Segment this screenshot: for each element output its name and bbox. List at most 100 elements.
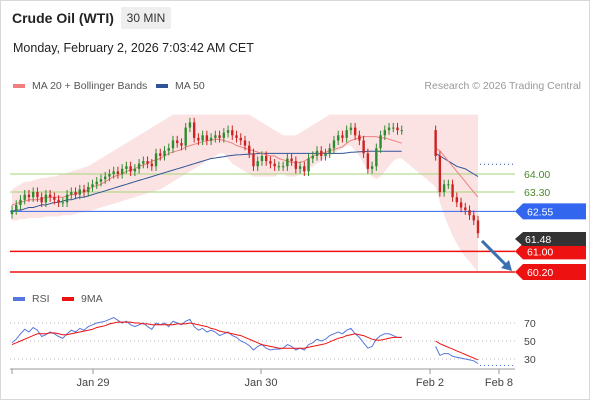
candle-body bbox=[209, 137, 213, 141]
candle-body bbox=[277, 166, 281, 168]
candle-body bbox=[197, 137, 200, 141]
candle-body bbox=[44, 194, 48, 203]
level-badge bbox=[515, 264, 586, 280]
candle-body bbox=[27, 194, 31, 198]
ma20-swatch bbox=[13, 84, 25, 88]
ma50-label: MA 50 bbox=[175, 80, 205, 92]
candle-body bbox=[19, 199, 22, 205]
rsi-ma-line bbox=[11, 321, 402, 349]
x-tick-label: Jan 30 bbox=[244, 377, 277, 389]
legend-rsi-ma: 9MA bbox=[62, 293, 103, 305]
candle-body bbox=[48, 194, 52, 198]
candle-body bbox=[129, 166, 132, 172]
x-tick-label: Feb 2 bbox=[416, 377, 444, 389]
candle-body bbox=[10, 210, 14, 214]
timeframe-badge[interactable]: 30 MIN bbox=[121, 7, 171, 29]
level-label: 63.30 bbox=[524, 187, 550, 199]
candle-body bbox=[281, 166, 285, 168]
candle-body bbox=[434, 130, 437, 156]
candle-body bbox=[366, 153, 370, 169]
level-label: 62.55 bbox=[527, 206, 553, 218]
candle-body bbox=[286, 158, 289, 167]
level-label: 60.20 bbox=[527, 267, 553, 279]
candle-body bbox=[243, 140, 247, 146]
candle-body bbox=[328, 148, 331, 154]
last-price-badge bbox=[515, 231, 586, 246]
rsi-tick-label: 30 bbox=[524, 354, 536, 366]
candle-body bbox=[235, 135, 238, 138]
candle-body bbox=[154, 153, 158, 167]
x-tick-label: Jan 29 bbox=[76, 377, 109, 389]
candle-body bbox=[400, 130, 403, 132]
candle-body bbox=[218, 135, 221, 138]
candle-body bbox=[61, 202, 65, 204]
candle-body bbox=[104, 176, 107, 180]
candle-body bbox=[349, 127, 353, 131]
rsi-ma-line bbox=[435, 340, 479, 361]
candle-body bbox=[125, 166, 128, 169]
level-badge bbox=[515, 243, 586, 260]
candle-body bbox=[91, 184, 94, 187]
candle-body bbox=[307, 158, 310, 172]
candle-body bbox=[222, 132, 226, 138]
candle-body bbox=[392, 127, 395, 129]
candle-body bbox=[192, 122, 196, 138]
x-tick-label: Feb 8 bbox=[485, 377, 513, 389]
candle-body bbox=[447, 184, 450, 186]
candle-body bbox=[324, 153, 327, 156]
candle-body bbox=[438, 155, 442, 193]
candle-body bbox=[248, 145, 251, 154]
rsi-swatch bbox=[13, 297, 25, 301]
candle-body bbox=[163, 150, 166, 156]
candle-body bbox=[396, 127, 399, 131]
candle-body bbox=[201, 135, 204, 141]
candle-body bbox=[137, 163, 141, 169]
candle-body bbox=[74, 192, 77, 195]
candle-body bbox=[252, 153, 255, 167]
candle-body bbox=[260, 155, 264, 162]
ma50-line bbox=[11, 150, 402, 212]
candle-body bbox=[298, 166, 302, 169]
candle-body bbox=[146, 161, 149, 164]
candle-body bbox=[264, 155, 268, 162]
candle-body bbox=[320, 150, 323, 156]
rsi-ma-swatch bbox=[62, 297, 74, 301]
candle-body bbox=[15, 204, 18, 211]
candle-body bbox=[231, 130, 234, 136]
candle-body bbox=[57, 199, 60, 203]
candle-body bbox=[120, 168, 124, 174]
rsi-line bbox=[435, 346, 479, 364]
candle-body bbox=[95, 181, 98, 185]
candle-body bbox=[455, 197, 459, 203]
level-label: 64.00 bbox=[524, 169, 550, 181]
candle-body bbox=[337, 135, 340, 141]
ma20-line bbox=[435, 147, 479, 198]
candle-body bbox=[464, 207, 467, 211]
candle-body bbox=[476, 220, 480, 234]
copyright-note: Research © 2026 Trading Central bbox=[424, 80, 581, 92]
rsi-line bbox=[11, 317, 402, 351]
candle-body bbox=[176, 140, 179, 144]
candle-body bbox=[353, 127, 357, 136]
legend-ma50: MA 50 bbox=[156, 80, 205, 92]
candle-body bbox=[383, 130, 386, 136]
candle-body bbox=[31, 192, 35, 198]
level-label: 61.00 bbox=[527, 246, 553, 258]
candle-body bbox=[70, 192, 73, 195]
candle-body bbox=[379, 135, 382, 149]
candle-body bbox=[315, 150, 319, 156]
candle-body bbox=[239, 137, 242, 141]
legend-ma20: MA 20 + Bollinger Bands bbox=[13, 80, 147, 92]
candle-body bbox=[184, 127, 187, 146]
candle-body bbox=[256, 161, 259, 167]
candle-body bbox=[387, 127, 391, 131]
candle-body bbox=[290, 158, 293, 162]
candle-body bbox=[23, 194, 26, 200]
candle-body bbox=[167, 148, 170, 151]
timestamp: Monday, February 2, 2026 7:03:42 AM CET bbox=[13, 41, 254, 55]
candle-body bbox=[159, 153, 162, 156]
candle-body bbox=[65, 194, 69, 203]
candle-body bbox=[108, 174, 111, 177]
candle-body bbox=[112, 171, 115, 174]
